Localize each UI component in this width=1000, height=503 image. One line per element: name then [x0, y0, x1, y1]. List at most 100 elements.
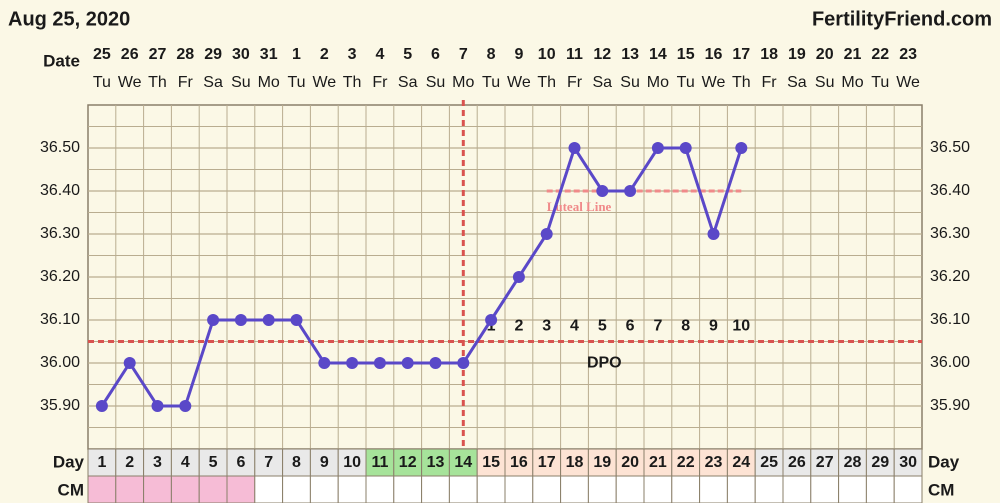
day-number: 8: [292, 454, 301, 471]
date-label: 9: [514, 46, 523, 63]
day-cell: [337, 448, 367, 477]
dpo-number: 5: [598, 318, 607, 335]
day-cell: [421, 448, 450, 477]
cm-cell: [560, 475, 589, 503]
date-label: 15: [677, 46, 695, 63]
date-label: 4: [375, 46, 384, 63]
cm-cell: [421, 475, 450, 503]
date-label: 14: [649, 46, 667, 63]
weekday-label: We: [702, 74, 726, 91]
date-label: 21: [844, 46, 862, 63]
date-label: 29: [204, 46, 222, 63]
y-tick-label-right: 35.90: [930, 397, 970, 414]
y-tick-label: 36.30: [40, 225, 80, 242]
day-number: 16: [510, 454, 528, 471]
day-cell: [893, 448, 923, 477]
day-cell: [754, 448, 784, 477]
cm-cell: [838, 475, 867, 503]
weekday-label: We: [507, 74, 531, 91]
temperature-point: [540, 228, 553, 240]
day-number: 27: [816, 454, 834, 471]
weekday-label: Fr: [567, 74, 583, 91]
day-number: 24: [732, 454, 750, 471]
date-label: 28: [176, 46, 194, 63]
cm-cell: [143, 475, 172, 503]
brand: FertilityFriend.com: [812, 8, 992, 30]
temperature-point: [735, 142, 748, 154]
dpo-number: 1: [487, 318, 496, 335]
cm-cell: [893, 475, 923, 503]
date-label: 27: [149, 46, 167, 63]
weekday-label: Fr: [178, 74, 194, 91]
day-number: 1: [97, 454, 106, 471]
dpo-number: 3: [542, 318, 551, 335]
cm-cell: [393, 475, 423, 503]
weekday-label: Th: [148, 74, 167, 91]
day-cell: [671, 448, 701, 477]
y-tick-label-right: 36.40: [930, 182, 970, 199]
cm-cell: [365, 475, 395, 503]
day-number: 25: [760, 454, 778, 471]
temperature-point: [596, 185, 609, 197]
dpo-number: 2: [514, 318, 523, 335]
date-label: 19: [788, 46, 806, 63]
date-label: 2: [320, 46, 329, 63]
y-tick-label: 36.40: [40, 182, 80, 199]
date-label: 31: [260, 46, 278, 63]
cm-cell: [198, 475, 228, 503]
weekday-label: Sa: [398, 74, 418, 91]
weekday-label: Su: [620, 74, 640, 91]
date-label: 7: [459, 46, 468, 63]
dpo-number: 4: [570, 318, 579, 335]
day-cell: [699, 448, 728, 477]
day-cell: [476, 448, 506, 477]
day-number: 21: [649, 454, 667, 471]
weekday-label: Su: [231, 74, 251, 91]
temperature-point: [512, 271, 525, 283]
dpo-number: 8: [681, 318, 690, 335]
weekday-label: Tu: [287, 74, 305, 91]
date-label: 8: [487, 46, 496, 63]
weekday-label: Tu: [482, 74, 500, 91]
day-cell: [198, 448, 228, 477]
temperature-line: [100, 144, 743, 408]
day-cell: [587, 448, 617, 477]
temperature-point: [624, 185, 637, 197]
day-number: 14: [454, 454, 472, 471]
temperature-point: [290, 314, 303, 326]
weekday-label: Th: [537, 74, 556, 91]
weekday-label: Th: [343, 74, 362, 91]
cm-cell: [309, 475, 339, 503]
weekday-label: Sa: [203, 74, 223, 91]
date-label: 11: [566, 46, 583, 63]
cm-cell: [170, 475, 200, 503]
day-number: 4: [181, 454, 190, 471]
day-number: 6: [236, 454, 245, 471]
dpo-label: DPO: [587, 355, 622, 372]
cm-cell: [504, 475, 534, 503]
cm-cell: [699, 475, 728, 503]
date-label: 18: [760, 46, 778, 63]
luteal-label: Luteal Line: [547, 199, 612, 214]
cm-cell: [337, 475, 367, 503]
weekday-label: Tu: [677, 74, 695, 91]
temperature-point: [485, 314, 498, 326]
cm-label-right: CM: [928, 480, 954, 499]
date-label: 16: [705, 46, 723, 63]
weekday-label: Su: [426, 74, 446, 91]
day-label: Day: [53, 452, 85, 471]
day-number: 7: [264, 454, 273, 471]
date-label: 3: [348, 46, 357, 63]
dpo-number: 6: [626, 318, 635, 335]
y-tick-label-right: 36.00: [930, 354, 970, 371]
day-number: 30: [899, 454, 917, 471]
temperature-point: [123, 357, 136, 369]
weekday-label: Th: [732, 74, 751, 91]
day-number: 28: [844, 454, 862, 471]
date-label: 13: [621, 46, 639, 63]
temperature-point: [457, 357, 470, 369]
date-label: 23: [899, 46, 917, 63]
day-number: 12: [399, 454, 417, 471]
y-tick-label: 36.10: [40, 311, 80, 328]
